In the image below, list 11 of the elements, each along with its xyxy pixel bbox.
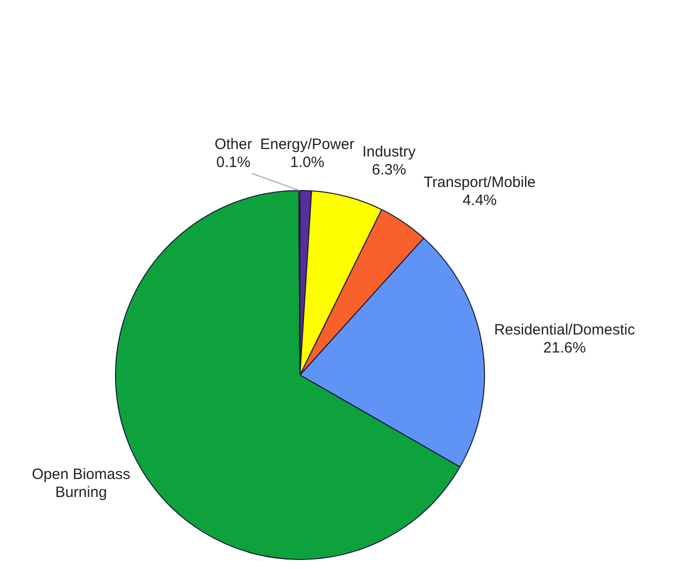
data-label: 0.1% [216,154,250,172]
slice-label: Energy/Power [260,136,354,154]
data-label: 4.4% [462,192,497,210]
data-label: 6.3% [372,162,406,179]
data-label: 1.0% [290,154,324,172]
data-label: 21.6% [543,339,586,356]
slice-label: Other [214,136,252,154]
slice-label: Transport/Mobile [424,174,536,192]
slice-label: Open Biomass Burning [32,466,130,502]
slice-label: Residential/Domestic [494,321,636,338]
slice-label: Industry [362,144,416,161]
